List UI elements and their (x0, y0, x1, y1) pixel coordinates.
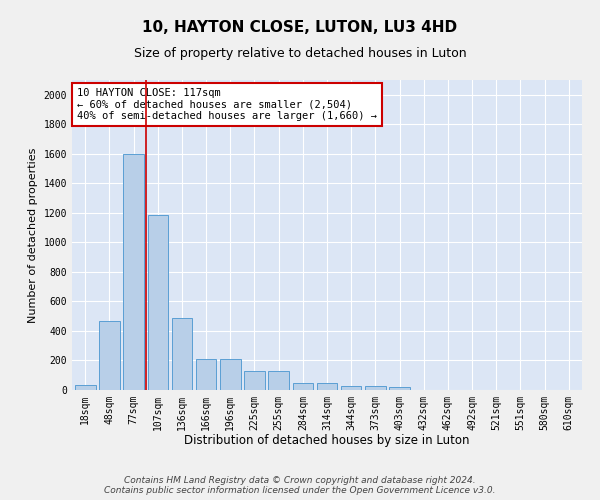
Bar (268, 371, 289, 390)
Bar (99, 322, 120, 390)
Text: 10, HAYTON CLOSE, LUTON, LU3 4HD: 10, HAYTON CLOSE, LUTON, LU3 4HD (142, 20, 458, 35)
Bar (124, 154, 144, 390)
Bar (365, 386, 386, 390)
Text: 10 HAYTON CLOSE: 117sqm
← 60% of detached houses are smaller (2,504)
40% of semi: 10 HAYTON CLOSE: 117sqm ← 60% of detache… (77, 88, 377, 121)
Bar (293, 382, 313, 390)
Bar (341, 386, 361, 390)
Y-axis label: Number of detached properties: Number of detached properties (28, 148, 38, 322)
Bar (75, 385, 95, 390)
Bar (389, 387, 410, 390)
Text: Contains HM Land Registry data © Crown copyright and database right 2024.
Contai: Contains HM Land Registry data © Crown c… (104, 476, 496, 495)
Bar (172, 318, 192, 390)
Bar (244, 371, 265, 390)
Bar (317, 382, 337, 390)
Bar (196, 359, 217, 390)
Bar (148, 215, 168, 390)
X-axis label: Distribution of detached houses by size in Luton: Distribution of detached houses by size … (184, 434, 470, 448)
Bar (220, 359, 241, 390)
Text: Size of property relative to detached houses in Luton: Size of property relative to detached ho… (134, 48, 466, 60)
